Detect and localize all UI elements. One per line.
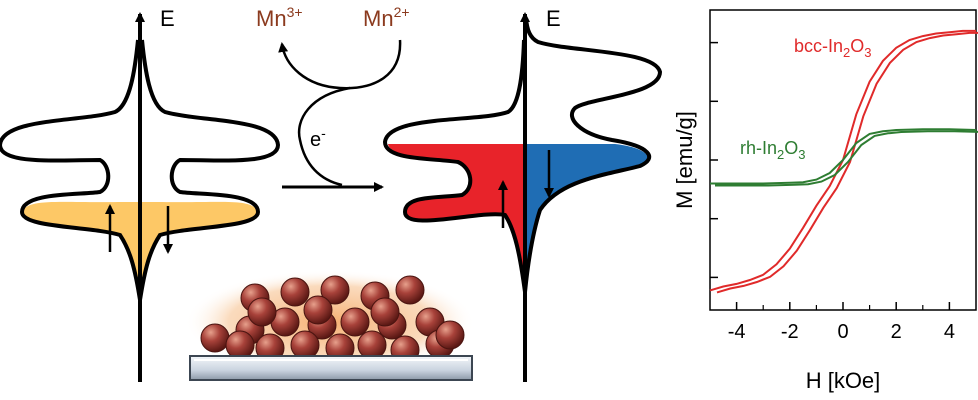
electron-path-curve [297, 86, 351, 187]
chart-x-axis-label: H [kOe] [806, 368, 881, 393]
nanoparticle [247, 297, 277, 327]
right-dos-outline-left [382, 39, 527, 293]
electron-label: e- [310, 125, 326, 151]
y-axis-ticks [710, 41, 718, 279]
right-dos-spin-down-fill [525, 144, 648, 290]
mn3-label: Mn3+ [256, 4, 303, 31]
left-energy-label: E [160, 6, 175, 31]
series-branch-bcc [716, 31, 978, 294]
series-label-bcc: bcc-In2O3 [794, 36, 872, 60]
right-dos-outline-right [523, 17, 663, 293]
x-tick-label: 4 [944, 321, 955, 343]
nanoparticle [225, 330, 255, 360]
series-branch-rh [715, 130, 978, 187]
nanoparticle [370, 297, 400, 327]
nanoparticle [280, 277, 310, 307]
right-energy-label: E [546, 6, 561, 31]
nanoparticle [303, 295, 333, 325]
left-dos-outline-right [138, 39, 281, 301]
x-tick-label: 2 [891, 321, 902, 343]
electron-transfer: Mn3+ Mn2+ e- [256, 4, 410, 192]
series-label-rh: rh-In2O3 [740, 138, 806, 162]
nanoparticle [290, 330, 320, 360]
mn-oxidation-arrow [278, 39, 402, 90]
nanoparticle-cluster [200, 275, 465, 365]
x-tick-label: -2 [781, 321, 799, 343]
nanoparticle [395, 275, 425, 305]
magnetization-chart: -4 -2 0 2 4 H [kOe] M [emu/g] bcc-In2O3 rh-I… [672, 9, 978, 393]
left-dos-outline [0, 39, 142, 301]
left-density-of-states: E [0, 6, 281, 382]
x-tick-label: 0 [837, 321, 848, 343]
right-density-of-states: E [382, 6, 663, 382]
nanoparticle [200, 323, 230, 353]
x-axis-ticks: -4 -2 0 2 4 [728, 302, 955, 343]
chart-y-axis-label: M [emu/g] [672, 111, 697, 209]
series-line-rh [710, 128, 977, 185]
x-tick-label: -4 [728, 321, 746, 343]
nanoparticle [435, 320, 465, 350]
mn2-label: Mn2+ [363, 4, 410, 31]
nanoparticle [320, 275, 350, 305]
nanoparticle [357, 330, 387, 360]
nanoparticle [340, 307, 370, 337]
nanoparticle-film [185, 270, 475, 381]
chart-series-layer [709, 29, 978, 294]
